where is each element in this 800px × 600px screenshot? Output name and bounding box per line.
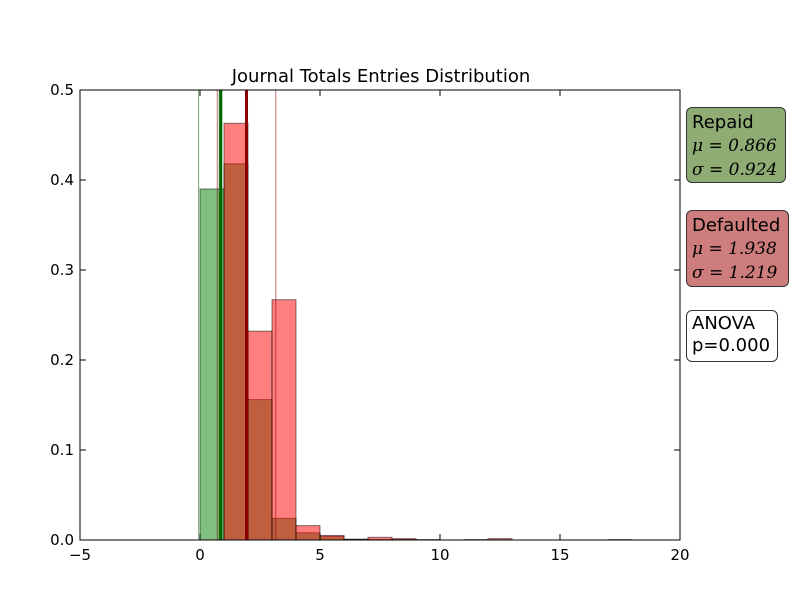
x-tick-label: 15 (550, 546, 569, 564)
x-tick-label: −5 (69, 546, 91, 564)
repaid-std: σ = 0.924 (692, 160, 778, 180)
y-tick-label: 0.0 (50, 531, 74, 549)
x-tick-label: 5 (315, 546, 325, 564)
anova-box: ANOVA p=0.000 (686, 310, 778, 362)
y-tick-label: 0.3 (50, 261, 74, 279)
x-tick-label: 20 (670, 546, 689, 564)
x-tick-label: 0 (195, 546, 205, 564)
y-tick-label: 0.2 (50, 351, 74, 369)
defaulted-bar-2 (247, 330, 273, 541)
defaulted-bar-5 (319, 535, 345, 541)
reference-lines-group (198, 90, 277, 540)
x-tick-label: 10 (430, 546, 449, 564)
plot-frame (79, 89, 681, 541)
y-axis-ticks: 0.0 0.1 0.2 0.3 0.4 0.5 (50, 81, 680, 549)
anova-label: ANOVA (692, 313, 756, 334)
y-tick-label: 0.1 (50, 441, 74, 459)
defaulted-label: Defaulted (692, 215, 781, 236)
defaulted-bar-4 (295, 525, 321, 541)
repaid-mean: μ = 0.866 (692, 136, 777, 156)
bars-group (199, 122, 633, 541)
y-tick-label: 0.5 (50, 81, 74, 99)
chart-title: Journal Totals Entries Distribution (231, 66, 531, 87)
defaulted-bar-1 (223, 122, 249, 541)
repaid-stats-box: Repaid μ = 0.866 σ = 0.924 (686, 107, 786, 183)
defaulted-stats-box: Defaulted μ = 1.938 σ = 1.219 (686, 210, 789, 287)
defaulted-mean: μ = 1.938 (692, 239, 777, 259)
x-axis-ticks: −5 0 5 10 15 20 (69, 90, 690, 564)
anova-pvalue: p=0.000 (692, 335, 771, 356)
repaid-label: Repaid (692, 112, 754, 133)
y-tick-label: 0.4 (50, 171, 74, 189)
defaulted-std: σ = 1.219 (692, 263, 778, 283)
